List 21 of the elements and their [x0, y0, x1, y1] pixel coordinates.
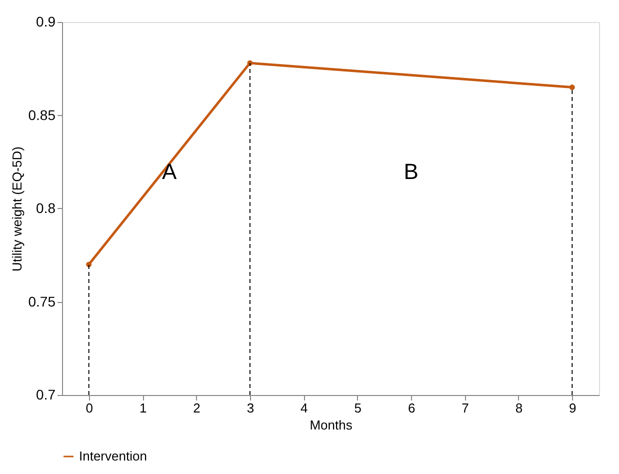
- x-tick-label: 4: [300, 400, 308, 416]
- x-tick-label: 7: [462, 400, 469, 416]
- x-tick-label: 1: [139, 400, 147, 416]
- x-tick-label: 8: [515, 400, 523, 416]
- x-tick-label: 0: [86, 400, 93, 416]
- point: [569, 84, 575, 90]
- y-tick-label: 0.85: [28, 106, 56, 123]
- x-tick-label: 5: [354, 400, 362, 416]
- x-axis-title: Months: [310, 418, 353, 432]
- x-tick-label: 3: [246, 400, 254, 416]
- x-tick-label: 2: [193, 400, 200, 416]
- y-tick-label: 0.7: [36, 386, 56, 402]
- y-tick-label: 0.8: [36, 200, 56, 216]
- annotation: A: [162, 159, 178, 184]
- x-tick-label: 9: [569, 400, 576, 416]
- x-tick-label: 6: [408, 400, 416, 416]
- y-tick-label: 0.75: [28, 293, 56, 310]
- y-tick-label: 0.9: [36, 14, 56, 30]
- annotation: B: [404, 159, 418, 184]
- legend-label: Intervention: [79, 448, 147, 464]
- y-axis-title: Utility weight (EQ-5D): [9, 146, 24, 272]
